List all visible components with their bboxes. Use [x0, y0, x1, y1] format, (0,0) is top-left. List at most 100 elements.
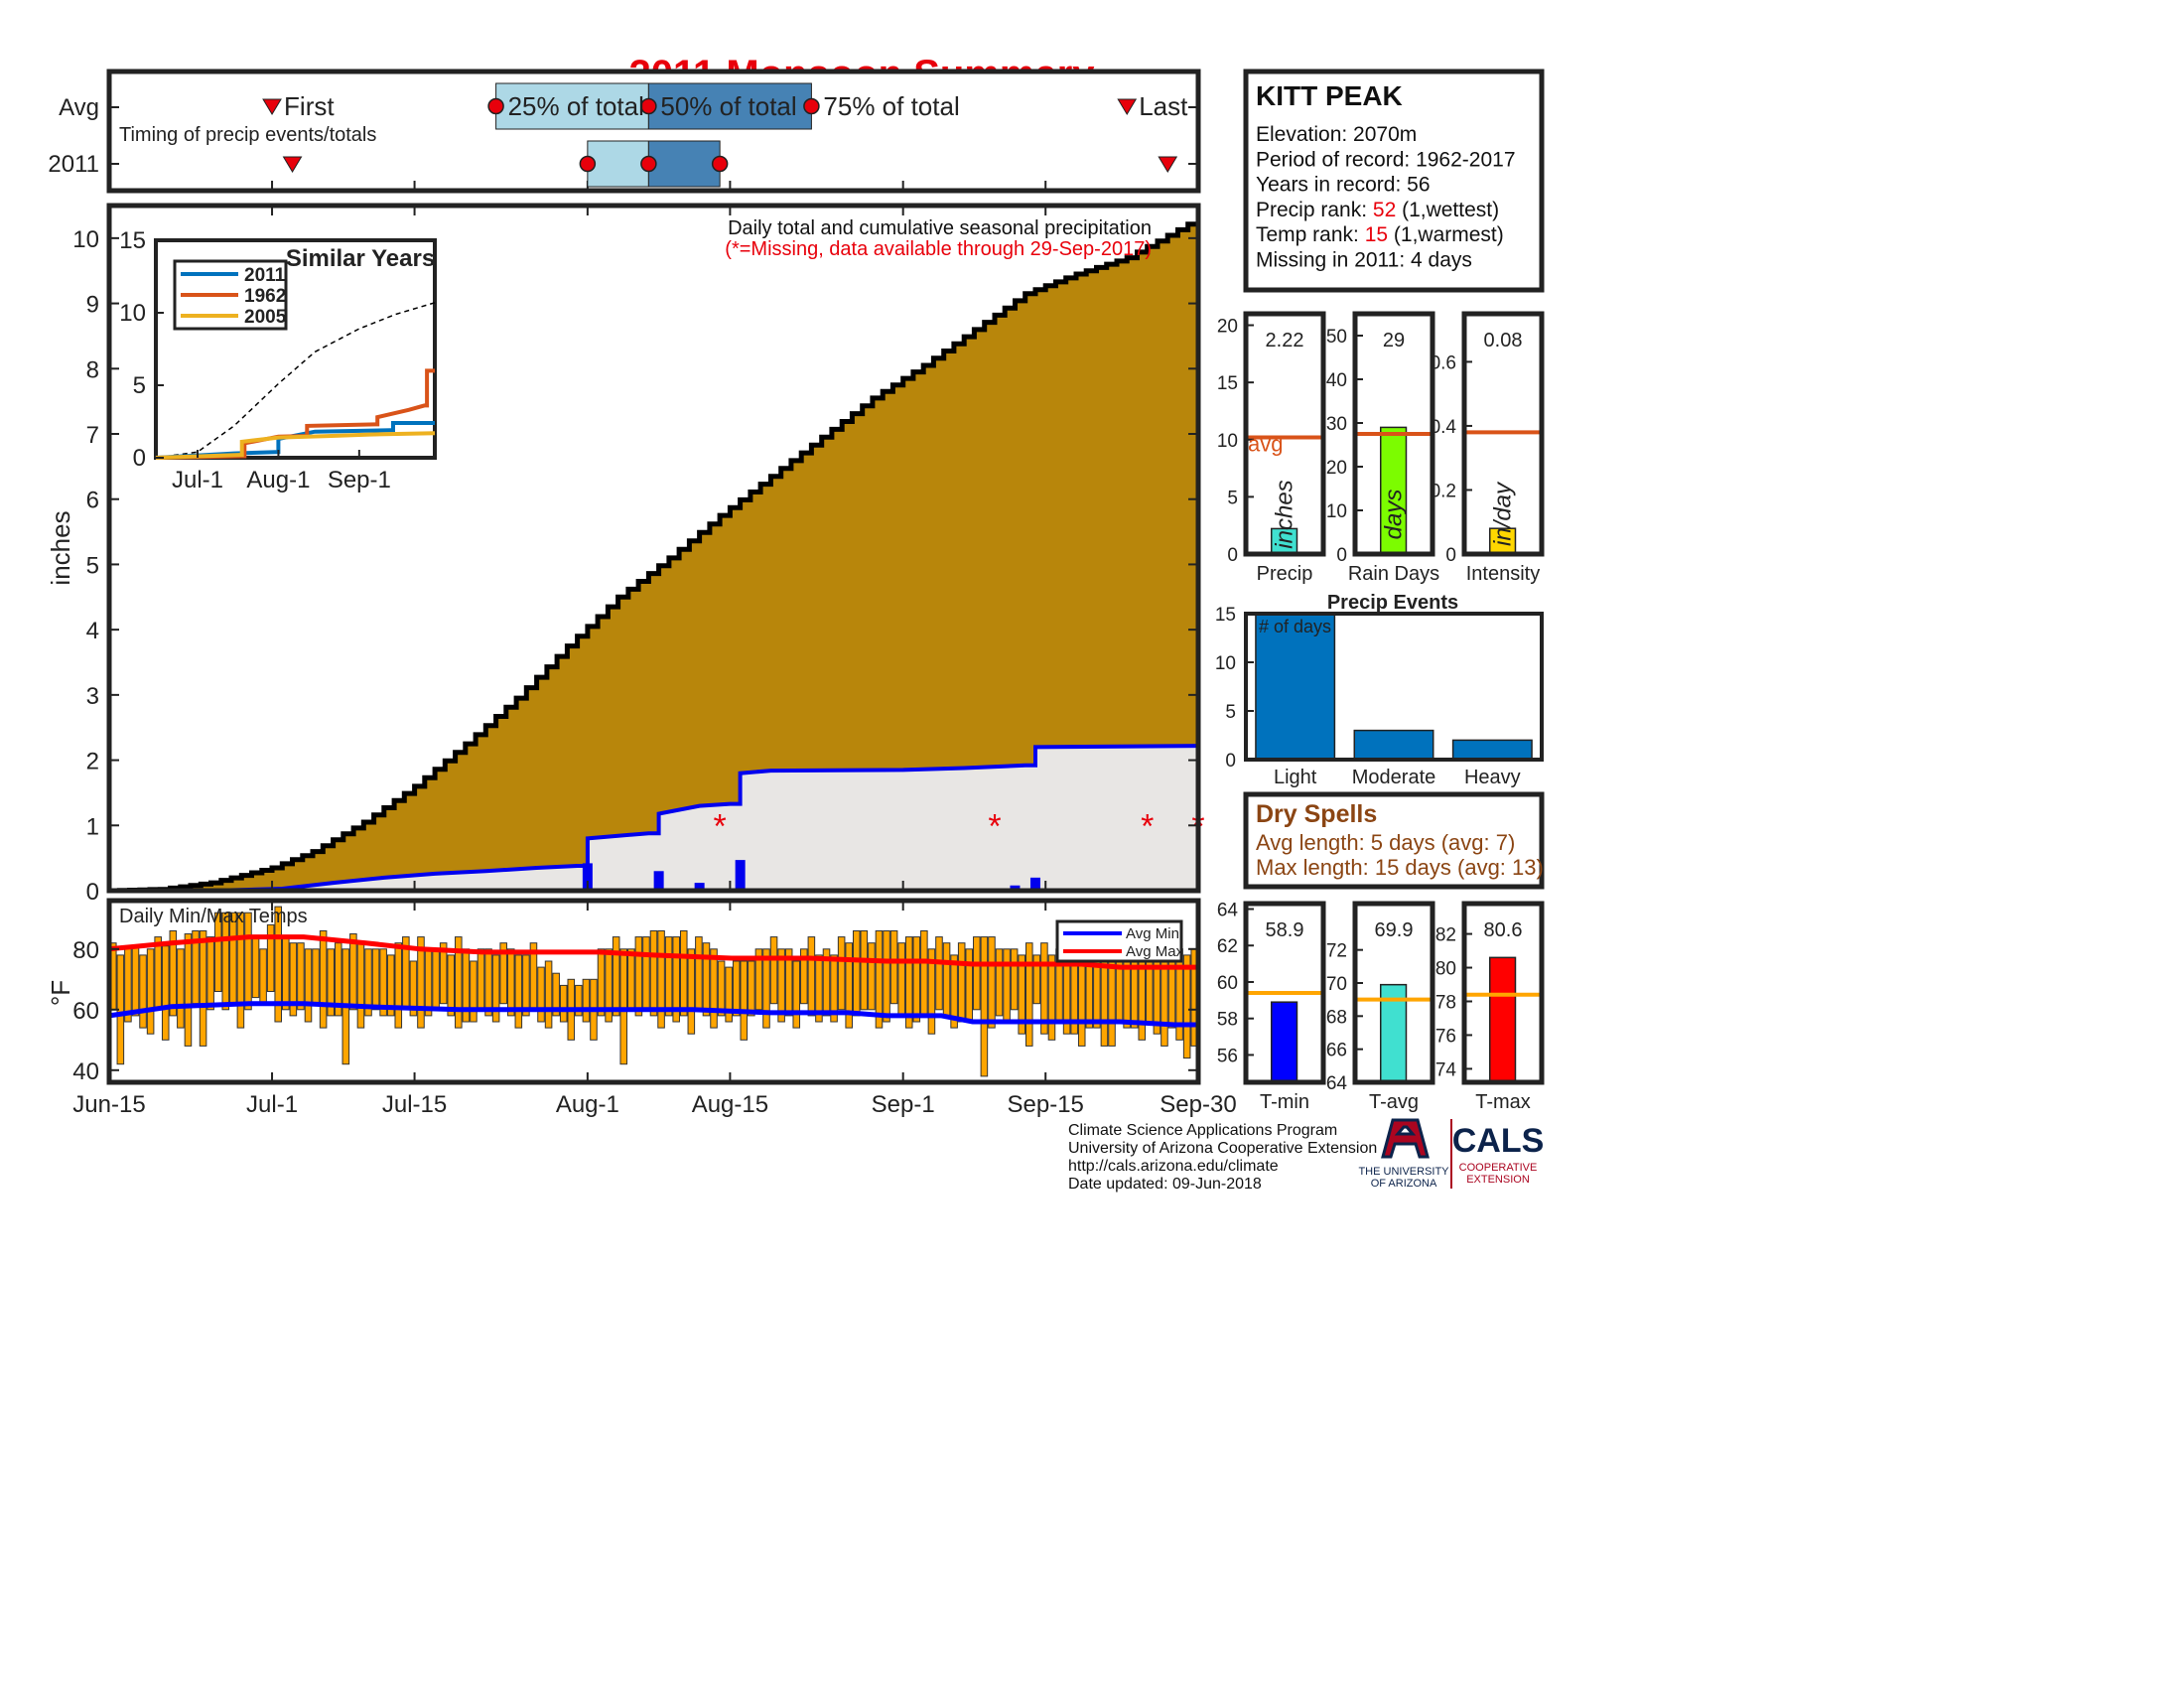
- inset-x-tick-label: Jul-1: [172, 467, 223, 493]
- daily-temp-bar: [725, 966, 733, 1023]
- events-bar: [1451, 739, 1533, 761]
- y-tick-label: 0: [86, 879, 99, 906]
- main-chart-subtitle: (*=Missing, data available through 29-Se…: [725, 238, 1152, 260]
- precip-total-frame: [1243, 311, 1326, 557]
- t-avg-tick-label: 70: [1326, 974, 1347, 995]
- daily-temp-bar: [852, 930, 861, 1017]
- events-category: Heavy: [1464, 767, 1521, 788]
- daily-temp-bar: [349, 933, 357, 1011]
- station-line-text: Elevation: 2070m: [1256, 123, 1417, 146]
- daily-temp-bar: [973, 936, 981, 1011]
- t-avg-tick-label: 66: [1326, 1041, 1347, 1061]
- missing-marker: *: [714, 807, 727, 845]
- t-min-frame: [1243, 901, 1326, 1085]
- station-frame: [1243, 69, 1545, 293]
- events-tick-label: 15: [1215, 605, 1236, 626]
- daily-temp-bar: [371, 948, 380, 1011]
- t-avg-tick-label: 68: [1326, 1007, 1347, 1028]
- avg-max-line: [108, 934, 1198, 970]
- station-line: Years in record: 56: [1256, 174, 1431, 197]
- daily-temp-bar: [927, 948, 936, 1035]
- daily-temp-bar: [868, 942, 876, 1011]
- avg-cumulative-area: [109, 218, 1198, 892]
- daily-temp-bar: [312, 948, 320, 1005]
- quartile-dot: [803, 97, 820, 115]
- t-max-label: T-max: [1475, 1091, 1531, 1113]
- legend-label: Avg Max: [1126, 943, 1184, 960]
- daily-precip-bar: [694, 883, 705, 891]
- y-tick-label: 7: [86, 422, 99, 449]
- rain-days-value: 29: [1383, 330, 1405, 352]
- t-min-tick-label: 56: [1217, 1046, 1238, 1066]
- intensity-frame: [1461, 311, 1545, 557]
- inset-x-tick-label: Aug-1: [246, 467, 310, 493]
- timing-panel: Avg 2011 Timing of precip events/totals 25%…: [48, 69, 1201, 194]
- daily-temp-bar: [206, 936, 214, 1011]
- station-line: Precip rank: 52 (1,wettest): [1256, 199, 1499, 221]
- t-min-tick-label: 58: [1217, 1010, 1238, 1031]
- cals-logo: CALS: [1452, 1122, 1545, 1160]
- y-tick-label: 2: [86, 749, 99, 775]
- daily-temp-bar: [514, 954, 523, 1029]
- daily-temp-bar: [642, 936, 650, 1011]
- daily-temp-bar: [470, 960, 478, 1023]
- daily-temp-bar: [605, 948, 613, 1023]
- events-title: Precip Events: [1327, 592, 1458, 614]
- daily-temp-bar: [356, 942, 365, 1029]
- rain-days-tick-label: 30: [1326, 414, 1347, 435]
- ua-name-line1: THE UNIVERSITY: [1358, 1166, 1449, 1178]
- daily-temp-bar: [334, 942, 342, 1017]
- daily-temp-bar: [297, 942, 305, 1011]
- quartile-dot: [640, 97, 657, 115]
- daily-temp-bar: [199, 930, 207, 1047]
- t-avg-value: 69.9: [1375, 919, 1414, 941]
- rain-days-tick-label: 20: [1326, 458, 1347, 479]
- legend-label-1962: 1962: [244, 286, 286, 307]
- daily-precip-bar: [1029, 877, 1040, 891]
- legend-label: Avg Min: [1126, 925, 1179, 942]
- footer-line: http://cals.arizona.edu/climate: [1068, 1158, 1279, 1175]
- daily-temp-bar: [1100, 954, 1109, 1047]
- daily-temp-bar: [988, 936, 996, 1029]
- events-tick-label: 5: [1225, 702, 1236, 723]
- events-tick-label: 10: [1215, 653, 1236, 674]
- daily-temp-bar: [784, 948, 793, 1017]
- daily-temp-bar: [769, 936, 778, 1005]
- daily-temp-bar: [649, 930, 658, 1017]
- daily-temp-bar: [965, 948, 974, 1023]
- daily-temp-bar: [236, 912, 245, 1029]
- daily-temp-bar: [748, 960, 755, 1017]
- daily-temp-bar: [575, 984, 583, 1017]
- missing-marker: *: [1141, 807, 1154, 845]
- quartile-dot: [640, 155, 657, 173]
- daily-temp-bar: [912, 936, 921, 1023]
- similar-years-inset: 0 5 10 15 Jul-1 Aug-1 Sep-1 Similar Years201119…: [119, 227, 437, 493]
- daily-temp-bar: [904, 936, 913, 1029]
- station-line-text: Precip rank:: [1256, 199, 1373, 221]
- timing-caption: Timing of precip events/totals: [119, 124, 376, 146]
- footer-line: Climate Science Applications Program: [1068, 1122, 1337, 1139]
- daily-temp-bar: [221, 912, 230, 1011]
- daily-temp-bar: [1032, 954, 1041, 1005]
- daily-temp-bar: [251, 936, 260, 999]
- precip-total-unit: inches: [1272, 480, 1298, 548]
- daily-temp-bar: [957, 942, 966, 1023]
- temps-title: Daily Min/Max Temps: [119, 906, 308, 927]
- daily-temp-bar: [522, 954, 530, 1017]
- daily-temp-bar: [950, 954, 958, 1029]
- daily-temp-bar: [1138, 960, 1147, 1041]
- intensity-bar: [1488, 527, 1517, 555]
- daily-temp-bar: [244, 912, 252, 1011]
- y-tick-label: 9: [86, 292, 99, 319]
- y-tick-label: 4: [86, 618, 99, 644]
- daily-temp-bar: [537, 966, 545, 1023]
- precip-total-avg-label: avg: [1248, 431, 1283, 456]
- footer-line: Date updated: 09-Jun-2018: [1068, 1176, 1262, 1193]
- y-tick-label: 6: [86, 488, 99, 514]
- daily-temp-bar: [304, 948, 313, 1023]
- station-line-rank: 15: [1365, 223, 1388, 246]
- t-avg-label: T-avg: [1369, 1091, 1419, 1113]
- t-max-tick-label: 82: [1435, 925, 1456, 946]
